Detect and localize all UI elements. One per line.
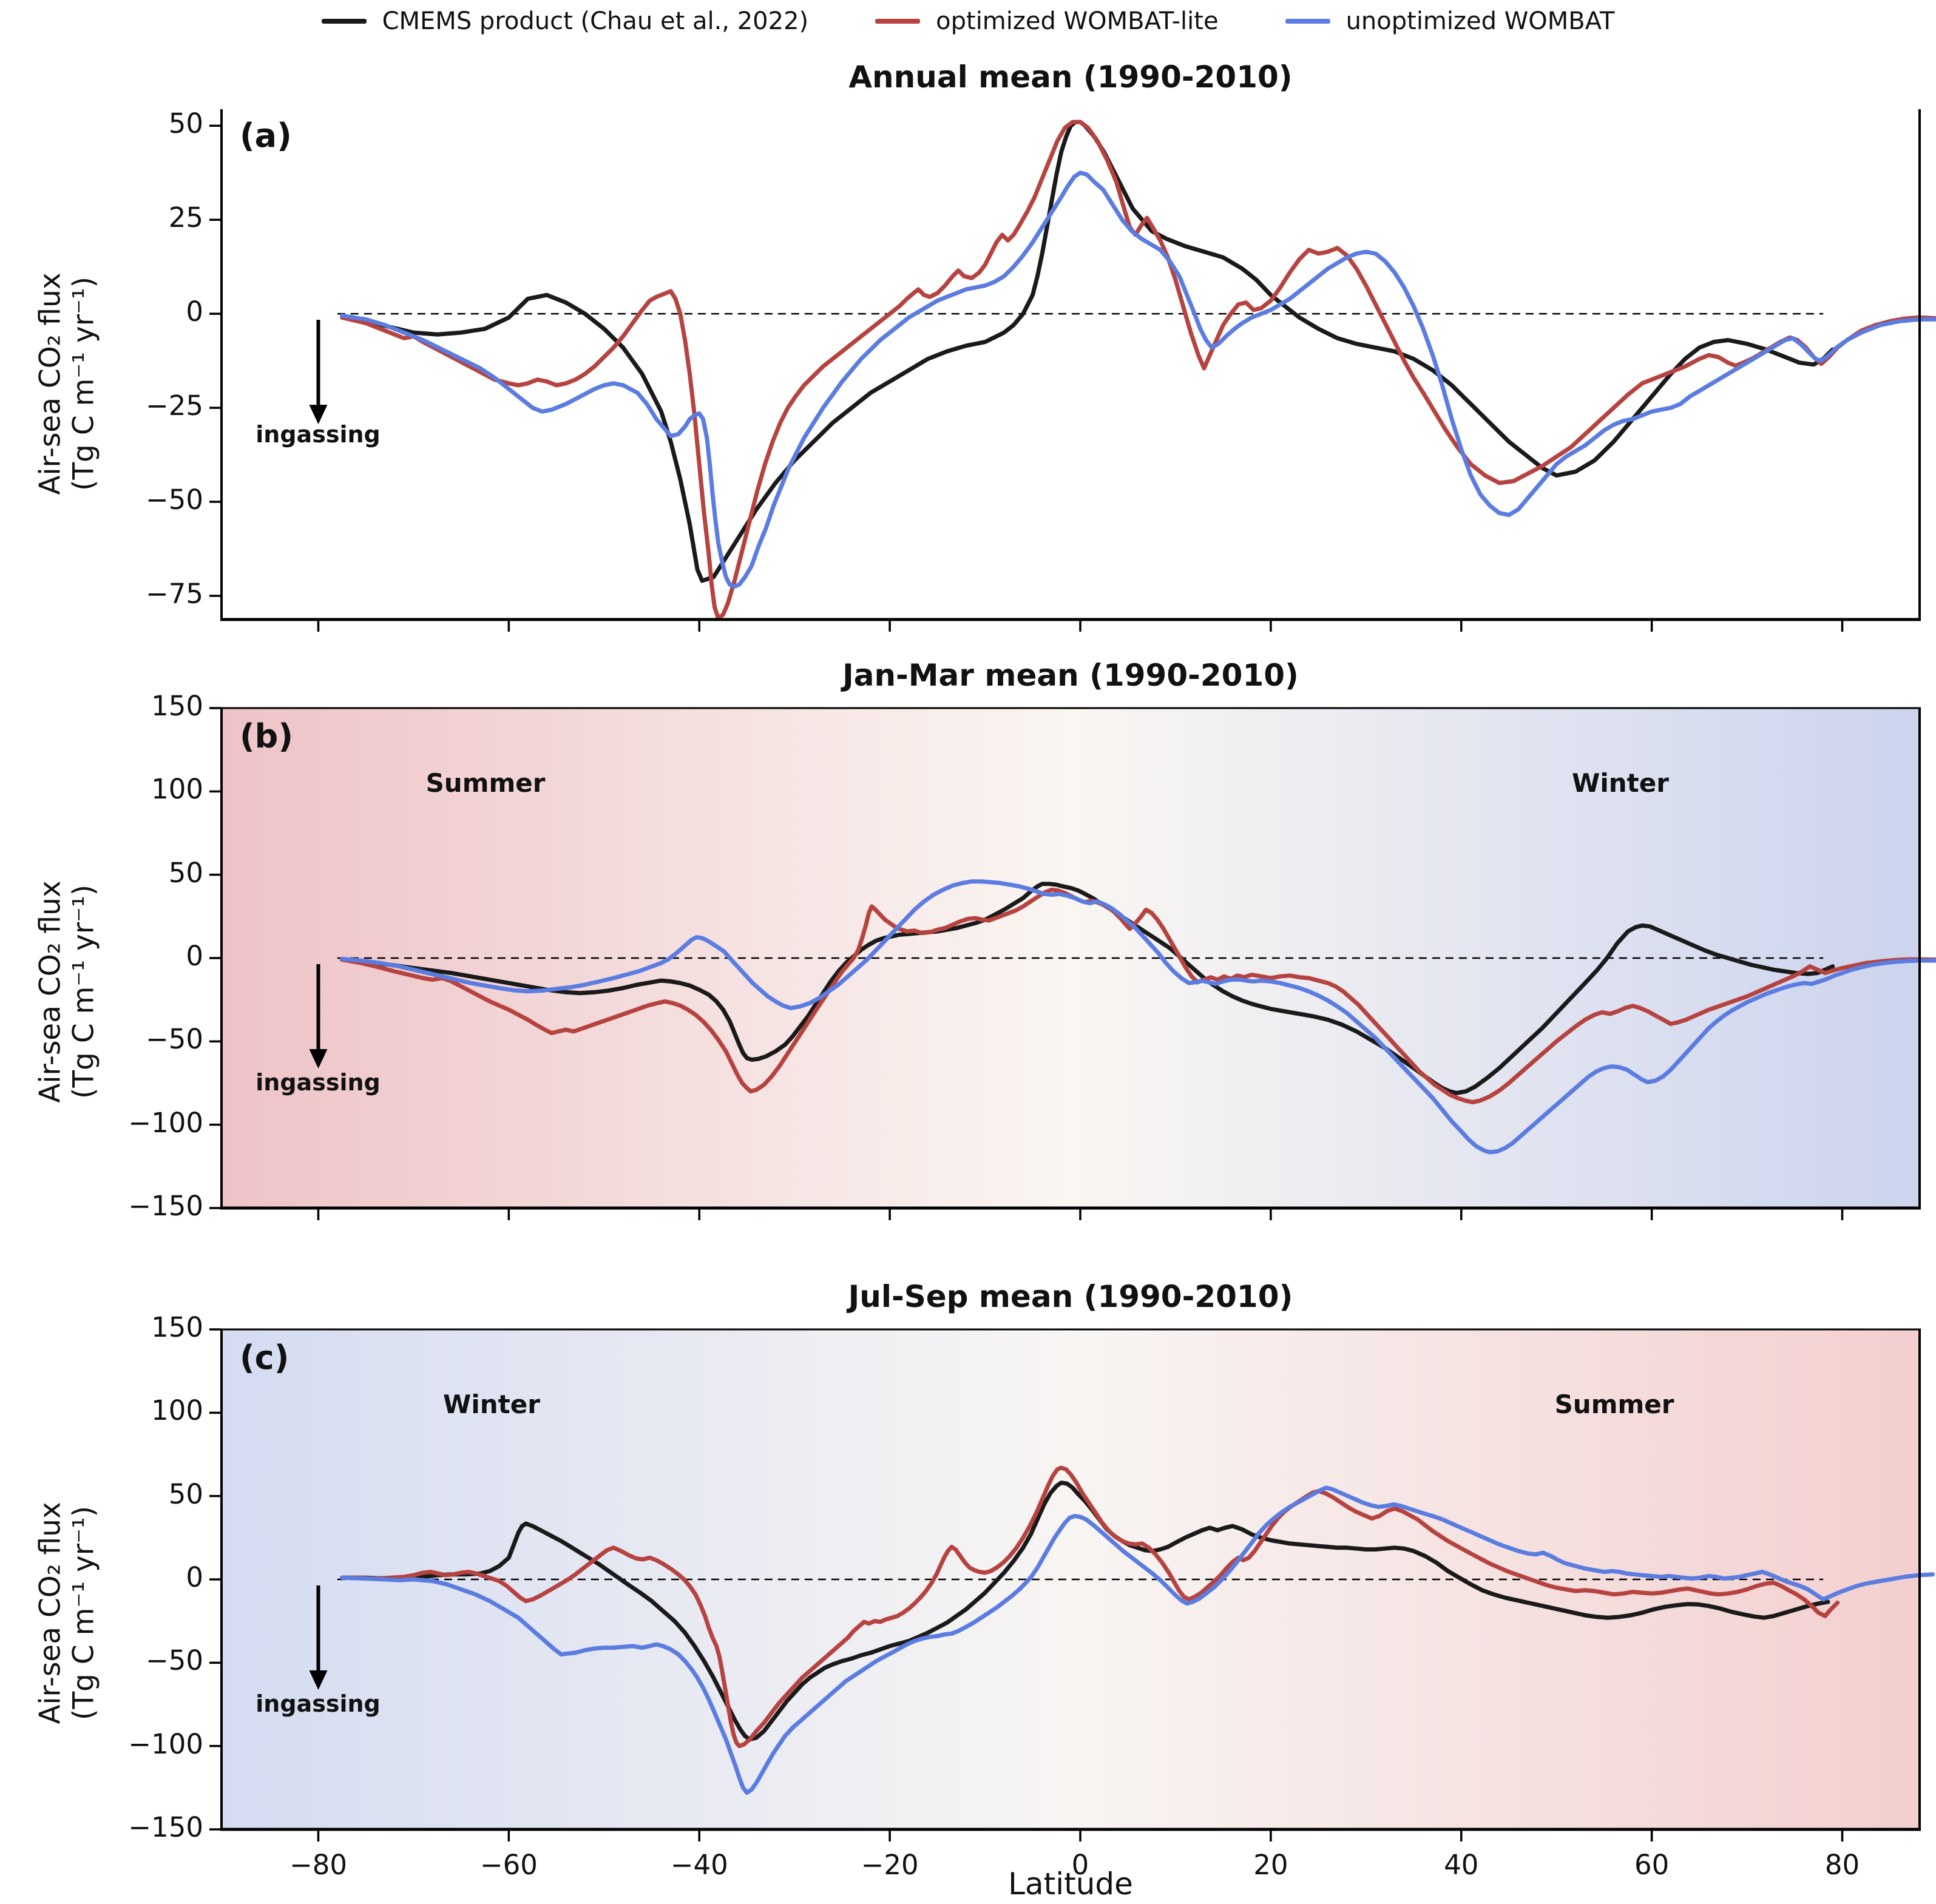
y-tick-label: −100 bbox=[128, 1727, 203, 1760]
panel-b-letter: (b) bbox=[240, 717, 294, 755]
y-tick-label: −150 bbox=[128, 1190, 203, 1222]
panel-a-letter: (a) bbox=[240, 116, 292, 155]
legend-label: unoptimized WOMBAT bbox=[1345, 7, 1615, 35]
legend-item-wombat-lite: optimized WOMBAT-lite bbox=[875, 7, 1219, 35]
panel-b-title: Jan-Mar mean (1990-2010) bbox=[842, 658, 1299, 693]
legend-label: optimized WOMBAT-lite bbox=[936, 7, 1219, 35]
x-tick-label: 40 bbox=[1444, 1849, 1479, 1881]
season-label-winter-b: Winter bbox=[1572, 768, 1669, 798]
legend: CMEMS product (Chau et al., 2022) optimi… bbox=[0, 7, 1936, 35]
y-tick-label: 50 bbox=[168, 107, 203, 140]
x-tick-label: 20 bbox=[1253, 1849, 1288, 1881]
panel-c-letter: (c) bbox=[240, 1339, 289, 1377]
wombat-line-swatch bbox=[1285, 19, 1330, 24]
season-label-summer-c: Summer bbox=[1554, 1389, 1674, 1419]
y-tick-label: 50 bbox=[168, 1477, 203, 1510]
y-axis-label-b: Air-sea CO₂ flux (Tg C m⁻¹ yr⁻¹) bbox=[33, 880, 101, 1103]
wombat-lite-line-swatch bbox=[875, 19, 921, 24]
y-tick-label: −150 bbox=[128, 1811, 203, 1843]
y-tick-label: −50 bbox=[146, 1023, 203, 1056]
y-tick-label: 100 bbox=[151, 773, 203, 806]
y-axis-label-c: Air-sea CO₂ flux (Tg C m⁻¹ yr⁻¹) bbox=[33, 1502, 101, 1724]
y-tick-label: 150 bbox=[151, 1311, 203, 1343]
y-tick-label: 150 bbox=[151, 690, 203, 722]
cmems-line-swatch bbox=[321, 19, 367, 24]
y-tick-label: −75 bbox=[146, 577, 203, 610]
x-tick-label: 60 bbox=[1634, 1849, 1670, 1881]
y-tick-label: −50 bbox=[146, 484, 203, 516]
ingassing-label-c: ingassing bbox=[256, 1690, 381, 1717]
x-axis-label: Latitude bbox=[1008, 1866, 1133, 1902]
x-tick-label: −40 bbox=[670, 1849, 728, 1881]
season-label-summer-b: Summer bbox=[425, 768, 546, 798]
legend-item-cmems: CMEMS product (Chau et al., 2022) bbox=[321, 7, 809, 35]
y-tick-label: 25 bbox=[168, 201, 203, 234]
y-tick-label: −25 bbox=[146, 390, 203, 422]
x-tick-label: −20 bbox=[861, 1849, 919, 1881]
y-tick-label: 0 bbox=[186, 295, 203, 328]
panel-a-title: Annual mean (1990-2010) bbox=[848, 59, 1293, 95]
y-tick-label: −100 bbox=[128, 1106, 203, 1139]
panel-c-title: Jul-Sep mean (1990-2010) bbox=[848, 1279, 1293, 1314]
ingassing-label-a: ingassing bbox=[256, 421, 381, 448]
x-tick-label: 80 bbox=[1824, 1849, 1860, 1881]
x-tick-label: 0 bbox=[1071, 1849, 1089, 1881]
x-tick-label: −60 bbox=[479, 1849, 538, 1881]
y-tick-label: 0 bbox=[186, 1561, 203, 1593]
y-tick-label: 100 bbox=[151, 1394, 203, 1427]
y-tick-label: 0 bbox=[186, 940, 203, 972]
legend-item-wombat: unoptimized WOMBAT bbox=[1285, 7, 1615, 35]
y-axis-label-a: Air-sea CO₂ flux (Tg C m⁻¹ yr⁻¹) bbox=[33, 272, 101, 495]
x-tick-label: −80 bbox=[289, 1849, 347, 1881]
y-tick-label: −50 bbox=[146, 1644, 203, 1677]
legend-label: CMEMS product (Chau et al., 2022) bbox=[382, 7, 809, 35]
y-tick-label: 50 bbox=[168, 856, 203, 889]
ingassing-label-b: ingassing bbox=[256, 1069, 381, 1096]
season-label-winter-c: Winter bbox=[443, 1389, 540, 1419]
